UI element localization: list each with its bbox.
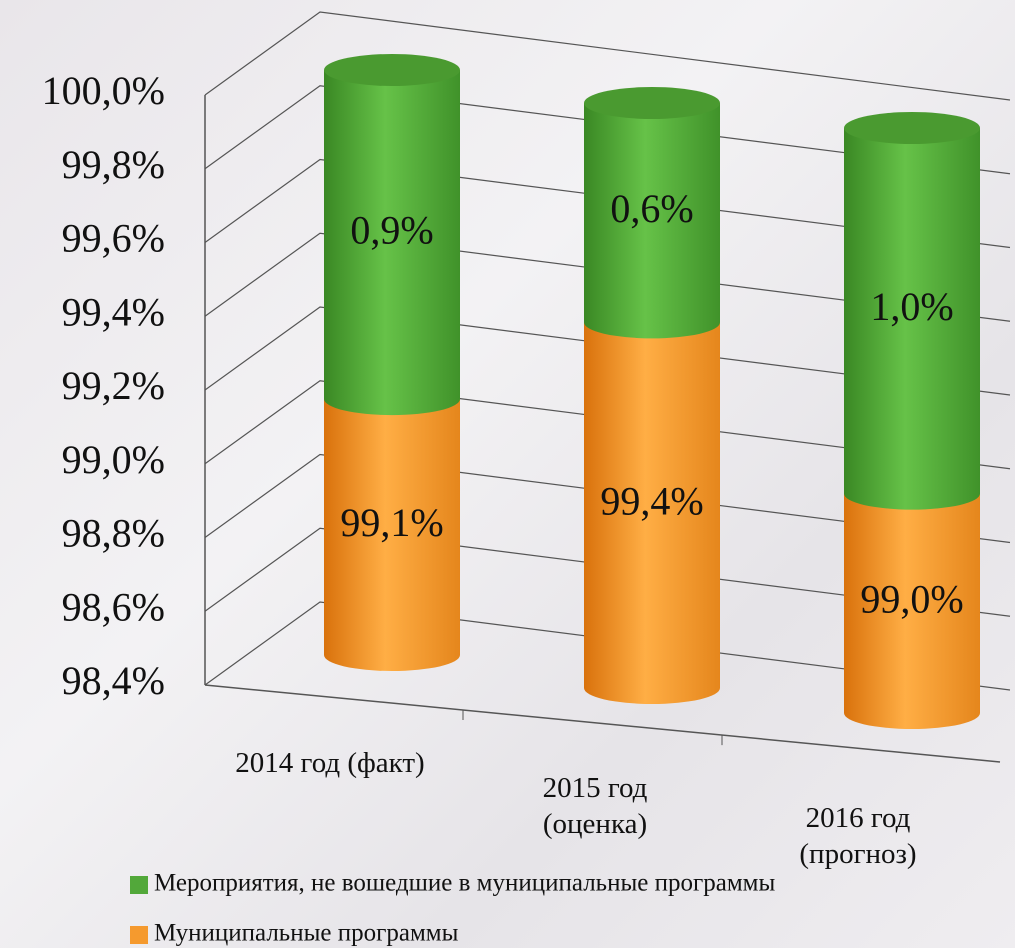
value-label: 99,0% bbox=[860, 576, 963, 621]
legend-label: Мероприятия, не вошедшие в муниципальные… bbox=[154, 870, 775, 897]
y-tick-label: 99,0% bbox=[62, 437, 165, 482]
value-label: 0,9% bbox=[350, 208, 433, 253]
value-label: 0,6% bbox=[610, 186, 693, 231]
cylinder-top bbox=[844, 112, 980, 144]
y-tick-label: 99,8% bbox=[62, 142, 165, 187]
legend-swatch bbox=[130, 926, 148, 944]
y-tick-label: 98,4% bbox=[62, 658, 165, 703]
legend-label: Муниципальные программы bbox=[154, 920, 459, 947]
y-tick-label: 99,6% bbox=[62, 216, 165, 261]
cylinder-top bbox=[324, 54, 460, 86]
legend-swatch bbox=[130, 876, 148, 894]
y-tick-label: 99,4% bbox=[62, 289, 165, 334]
y-tick-label: 98,6% bbox=[62, 584, 165, 629]
x-tick-label: 2016 год (прогноз) bbox=[768, 800, 948, 872]
y-tick-label: 99,2% bbox=[62, 363, 165, 408]
value-label: 1,0% bbox=[870, 284, 953, 329]
value-label: 99,1% bbox=[340, 500, 443, 545]
x-tick-label: 2014 год (факт) bbox=[195, 745, 465, 781]
x-tick-label: 2015 год (оценка) bbox=[505, 770, 685, 842]
value-label: 99,4% bbox=[600, 478, 703, 523]
y-tick-label: 98,8% bbox=[62, 511, 165, 556]
cylinder-top bbox=[584, 87, 720, 119]
chart-page: 98,4% 98,6% 98,8% 99,0% 99,2% 99,4% 99,6% 99,8%… bbox=[0, 0, 1015, 948]
y-tick-label: 100,0% bbox=[42, 68, 165, 113]
